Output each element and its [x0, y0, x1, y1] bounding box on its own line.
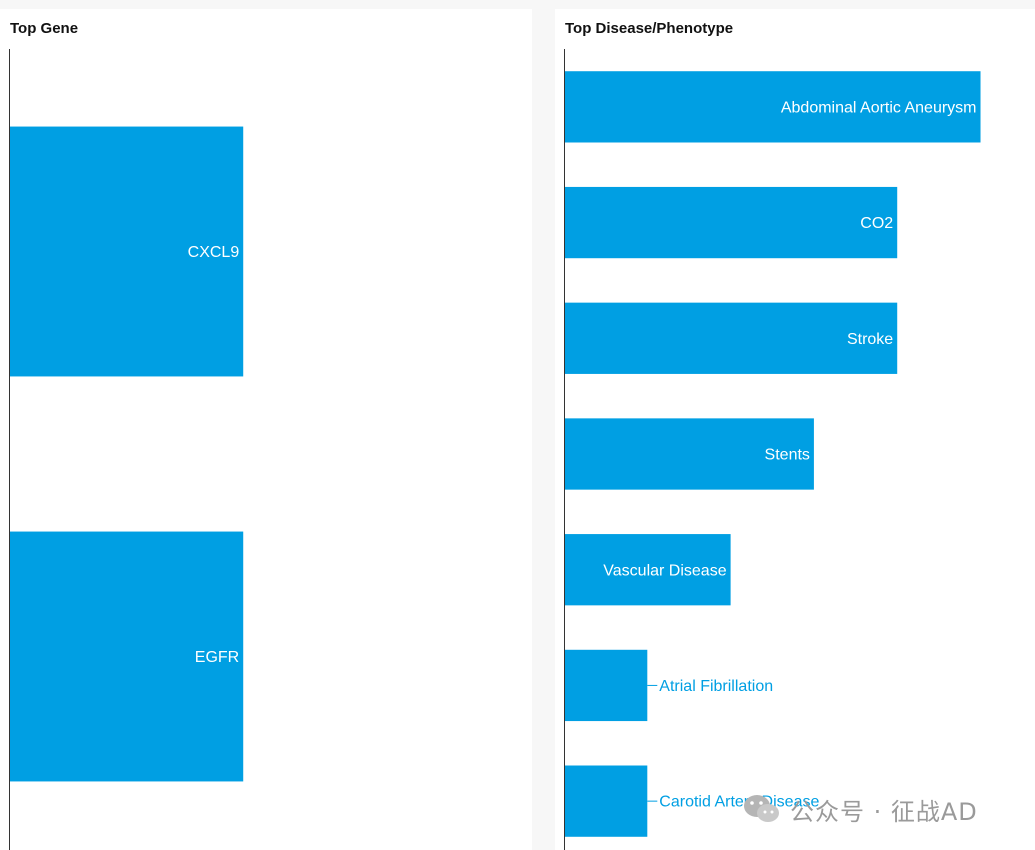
- top-disease-chart-panel: Top Disease/Phenotype Abdominal Aortic A…: [555, 9, 1035, 850]
- top-gene-chart-title: Top Gene: [10, 20, 79, 37]
- bar-label-vascular-disease: Vascular Disease: [603, 562, 726, 579]
- bar-co2: [564, 186, 898, 259]
- bar-vascular-disease: [564, 534, 731, 606]
- bar-abdominal-aortic-aneurysm: [564, 71, 981, 143]
- bar-egfr: [9, 531, 244, 782]
- bar-label-co2: CO2: [860, 215, 893, 232]
- bar-stents: [564, 418, 814, 490]
- wechat-watermark: 公众号 · 征战AD: [742, 792, 978, 826]
- bar-cxcl9: [9, 126, 244, 377]
- bar-label-stents: Stents: [765, 447, 810, 464]
- bar-stroke: [564, 302, 898, 374]
- bar-label-abdominal-aortic-aneurysm: Abdominal Aortic Aneurysm: [781, 99, 977, 116]
- top-disease-chart-title: Top Disease/Phenotype: [565, 20, 734, 37]
- bar-carotid-artery-disease: [564, 765, 648, 837]
- bar-label-egfr: EGFR: [195, 649, 239, 666]
- bar-label-atrial-fibrillation: Atrial Fibrillation: [659, 678, 773, 695]
- top-disease-bar-chart: Abdominal Aortic Aneurysm CO2 Stroke Stents…: [564, 49, 981, 850]
- watermark-text: 公众号 · 征战AD: [790, 797, 978, 826]
- bar-atrial-fibrillation: [564, 649, 648, 722]
- top-gene-chart-panel: Top Gene CXCL9 EGFR: [0, 9, 532, 850]
- bar-label-stroke: Stroke: [847, 331, 893, 348]
- bar-label-carotid-artery-disease: Carotid Artery Disease: [659, 794, 819, 811]
- wechat-icon: [744, 795, 779, 822]
- top-gene-bar-chart: CXCL9 EGFR: [9, 49, 244, 850]
- bar-label-cxcl9: CXCL9: [188, 244, 240, 261]
